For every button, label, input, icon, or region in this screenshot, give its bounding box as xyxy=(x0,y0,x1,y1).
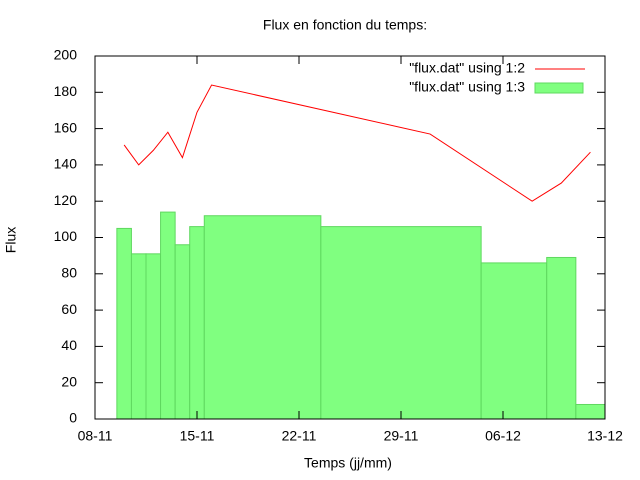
y-tick-label: 200 xyxy=(54,47,78,63)
y-tick-label: 40 xyxy=(61,337,77,353)
bar xyxy=(130,253,147,419)
y-tick-label: 20 xyxy=(61,373,77,389)
y-tick-label: 180 xyxy=(54,83,78,99)
x-tick-label: 15-11 xyxy=(180,428,215,444)
y-tick-label: 160 xyxy=(54,119,78,135)
bar xyxy=(203,215,322,419)
y-tick-label: 80 xyxy=(61,265,77,281)
x-tick-label: 13-12 xyxy=(587,428,623,444)
bar xyxy=(145,253,162,419)
y-tick-label: 100 xyxy=(54,228,78,244)
y-tick-label: 140 xyxy=(54,156,78,172)
line xyxy=(123,84,591,202)
bar xyxy=(189,226,205,419)
legend-label: "flux.dat" using 1:2 xyxy=(409,60,525,76)
x-tick-label: 29-11 xyxy=(384,428,419,444)
bar xyxy=(546,256,577,419)
y-tick-label: 60 xyxy=(61,301,77,317)
bar xyxy=(174,244,191,419)
bar xyxy=(575,403,605,419)
plot-area xyxy=(116,84,605,419)
legend-swatch xyxy=(534,82,584,94)
y-tick-label: 0 xyxy=(69,410,77,426)
x-tick-label: 06-12 xyxy=(485,428,521,444)
x-tick-label: 08-11 xyxy=(78,428,113,444)
bar xyxy=(116,227,132,419)
x-axis-label: Temps (jj/mm) xyxy=(304,455,392,471)
bar xyxy=(160,211,176,419)
bar xyxy=(320,226,482,419)
bar xyxy=(480,262,548,419)
y-axis-label: Flux xyxy=(3,227,19,253)
legend-label: "flux.dat" using 1:3 xyxy=(409,79,525,95)
x-tick-label: 22-11 xyxy=(282,428,317,444)
chart-title: Flux en fonction du temps: xyxy=(263,17,427,33)
y-tick-label: 120 xyxy=(54,192,78,208)
